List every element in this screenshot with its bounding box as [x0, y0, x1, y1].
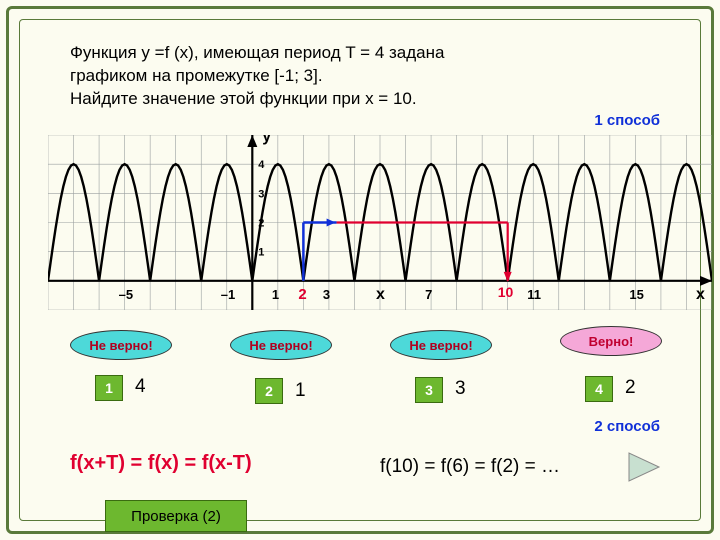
problem-line2: графиком на промежутке [-1; 3].	[70, 65, 590, 88]
answer-value-3: 3	[455, 378, 466, 400]
svg-text:x: x	[696, 286, 705, 303]
svg-text:–5: –5	[119, 287, 133, 302]
periodic-chart: 1 2 3 4 –5 –1 1 3 7 11 15 y x x 2 10	[48, 135, 712, 310]
correct-bubble: Верно!	[560, 326, 662, 356]
next-slide-arrow[interactable]	[625, 449, 665, 490]
answer-value-1: 4	[135, 376, 146, 398]
periodicity-formula: f(x+T) = f(x) = f(x-T)	[70, 452, 252, 475]
wrong-bubble-1: Не верно!	[70, 330, 172, 360]
problem-line1: Функция y =f (x), имеющая период T = 4 з…	[70, 42, 590, 65]
answer-value-4: 2	[625, 377, 636, 399]
substitution-formula: f(10) = f(6) = f(2) = …	[380, 456, 560, 478]
problem-text: Функция y =f (x), имеющая период T = 4 з…	[70, 42, 590, 111]
check-button[interactable]: Проверка (2)	[105, 500, 247, 532]
svg-text:3: 3	[323, 287, 330, 302]
svg-text:1: 1	[272, 287, 279, 302]
svg-text:4: 4	[258, 159, 265, 171]
answer-button-2[interactable]: 2	[255, 378, 283, 404]
svg-text:2: 2	[298, 286, 306, 303]
answer-button-4[interactable]: 4	[585, 376, 613, 402]
answer-button-1[interactable]: 1	[95, 375, 123, 401]
answer-button-3[interactable]: 3	[415, 377, 443, 403]
svg-text:11: 11	[527, 287, 541, 302]
svg-text:15: 15	[629, 287, 643, 302]
wrong-bubble-3: Не верно!	[390, 330, 492, 360]
svg-text:1: 1	[258, 247, 264, 259]
method-2-label: 2 способ	[594, 418, 660, 435]
svg-text:–1: –1	[221, 287, 235, 302]
svg-text:2: 2	[258, 218, 264, 230]
method-1-label: 1 способ	[594, 112, 660, 129]
svg-text:3: 3	[258, 188, 264, 200]
wrong-bubble-2: Не верно!	[230, 330, 332, 360]
problem-line3: Найдите значение этой функции при x = 10…	[70, 88, 590, 111]
answer-value-2: 1	[295, 380, 306, 402]
svg-text:7: 7	[425, 287, 432, 302]
svg-text:y: y	[262, 135, 271, 145]
svg-text:x: x	[376, 286, 385, 303]
svg-text:10: 10	[498, 284, 514, 300]
